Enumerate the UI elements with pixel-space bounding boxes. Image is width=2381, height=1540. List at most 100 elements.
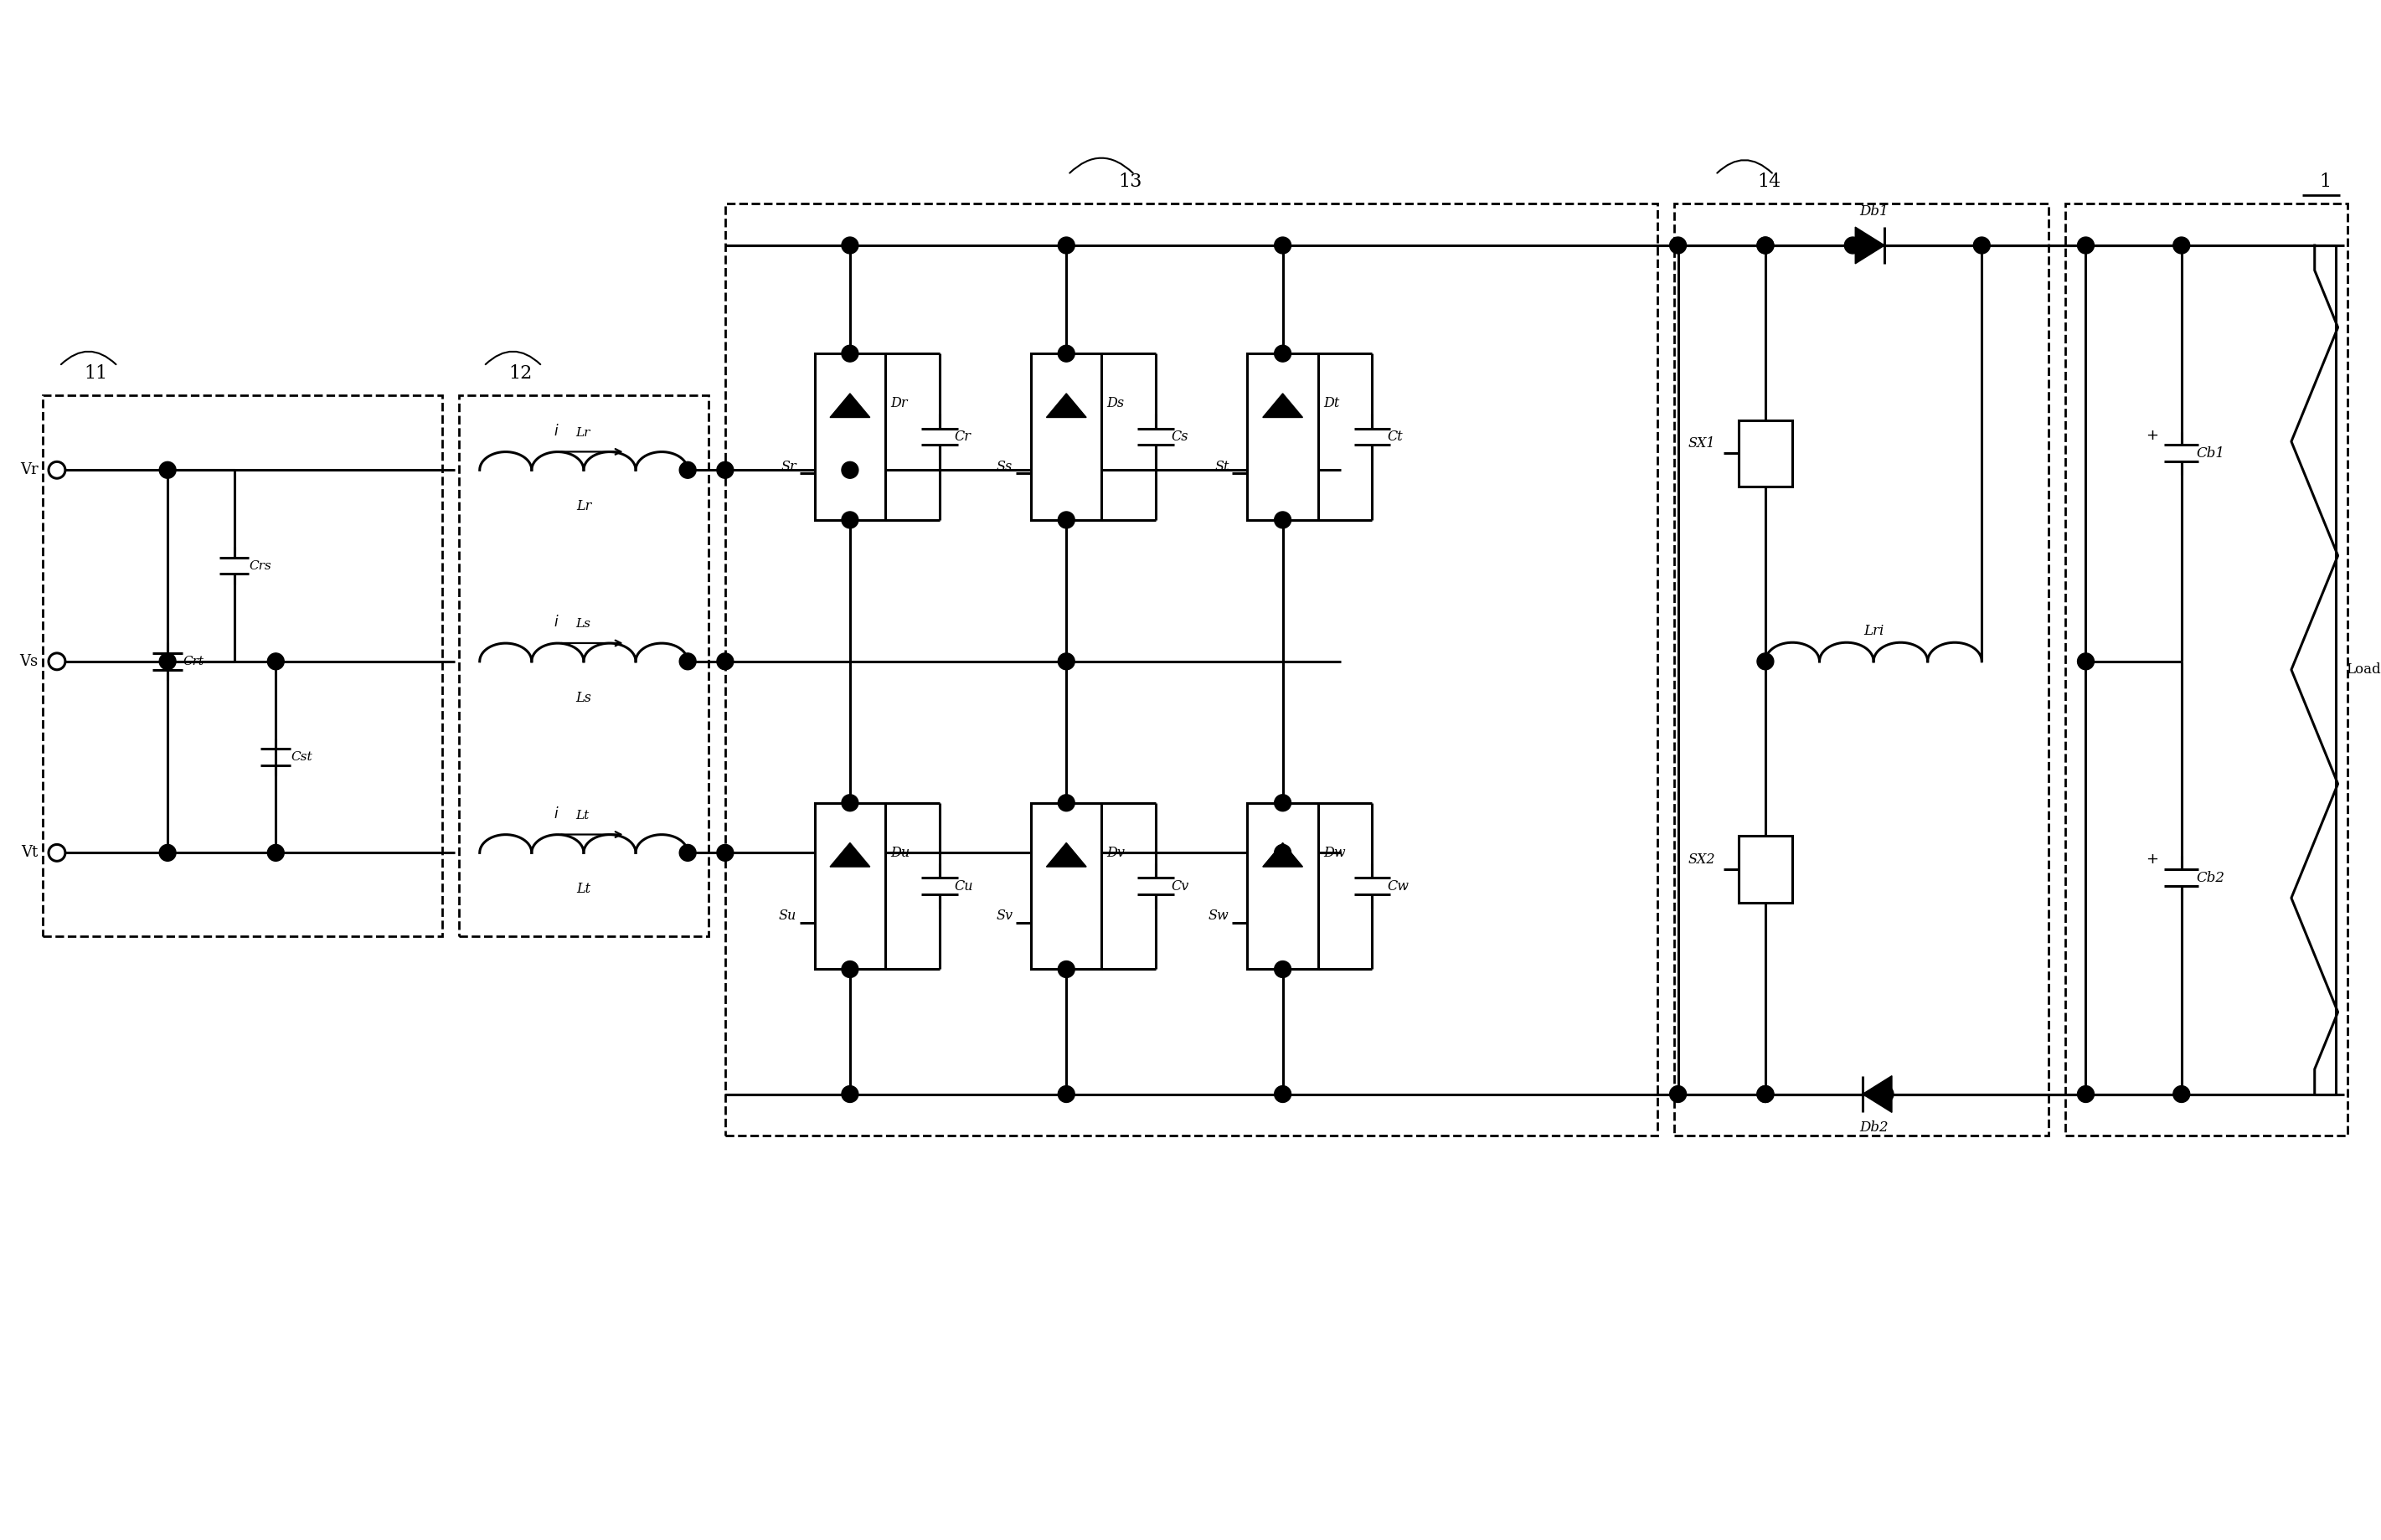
Polygon shape (1045, 394, 1086, 417)
Text: $i$: $i$ (552, 614, 560, 630)
Circle shape (1274, 237, 1291, 254)
Circle shape (1669, 1086, 1686, 1103)
Text: 11: 11 (83, 365, 107, 382)
Text: Dw: Dw (1324, 845, 1345, 859)
Circle shape (717, 462, 733, 479)
Text: Sw: Sw (1207, 909, 1229, 922)
Circle shape (1274, 345, 1291, 362)
Text: +: + (2145, 428, 2157, 442)
Bar (1248, 802, 1319, 969)
Bar (814, 802, 886, 969)
Polygon shape (831, 394, 869, 417)
Text: Ss: Ss (998, 459, 1012, 474)
Text: Vs: Vs (19, 654, 43, 668)
Circle shape (1057, 237, 1074, 254)
Text: Db2: Db2 (1860, 1121, 1888, 1135)
Bar (1248, 354, 1319, 521)
Text: 14: 14 (1757, 172, 1781, 191)
Text: Dt: Dt (1324, 396, 1338, 411)
Circle shape (1057, 511, 1074, 528)
Circle shape (1845, 237, 1862, 254)
Text: Du: Du (890, 845, 910, 859)
Bar (726, 203, 1657, 1135)
Circle shape (1757, 237, 1774, 254)
Circle shape (160, 653, 176, 670)
Text: Ct: Ct (1388, 430, 1402, 444)
Circle shape (1274, 511, 1291, 528)
Circle shape (840, 795, 857, 812)
Circle shape (679, 844, 695, 861)
Circle shape (267, 844, 283, 861)
Circle shape (1876, 1086, 1893, 1103)
Circle shape (1974, 237, 1991, 254)
Bar (1674, 203, 2048, 1135)
Polygon shape (1262, 842, 1302, 867)
Circle shape (840, 961, 857, 978)
Polygon shape (831, 842, 869, 867)
Circle shape (160, 844, 176, 861)
Circle shape (1757, 1086, 1774, 1103)
Text: Su: Su (779, 909, 795, 922)
Text: Sr: Sr (781, 459, 795, 474)
Text: 12: 12 (510, 365, 533, 382)
Text: Cr: Cr (955, 430, 971, 444)
Circle shape (2174, 237, 2191, 254)
Text: Ds: Ds (1107, 396, 1124, 411)
Bar (1738, 836, 1793, 902)
Circle shape (1669, 237, 1686, 254)
Text: Dr: Dr (890, 396, 907, 411)
Text: Lr: Lr (576, 427, 590, 439)
Circle shape (1274, 795, 1291, 812)
Bar (1738, 420, 1793, 487)
Text: Ls: Ls (576, 618, 590, 630)
Text: Ls: Ls (576, 690, 590, 705)
Bar (2064, 203, 2348, 1135)
Text: Lt: Lt (576, 882, 590, 896)
Text: Cst: Cst (290, 752, 312, 762)
Text: Vt: Vt (21, 845, 43, 861)
Circle shape (840, 237, 857, 254)
Text: SX2: SX2 (1688, 852, 1714, 867)
Polygon shape (1045, 842, 1086, 867)
Circle shape (840, 462, 857, 479)
Text: +: + (2145, 852, 2157, 867)
Text: Lr: Lr (576, 499, 590, 513)
Polygon shape (1262, 394, 1302, 417)
Circle shape (1274, 1086, 1291, 1103)
Circle shape (1757, 653, 1774, 670)
Circle shape (1274, 844, 1291, 861)
Text: Cw: Cw (1388, 879, 1410, 893)
Circle shape (679, 462, 695, 479)
Circle shape (717, 844, 733, 861)
Bar (1031, 802, 1102, 969)
Circle shape (1057, 345, 1074, 362)
Text: Load: Load (2345, 662, 2381, 678)
Circle shape (840, 1086, 857, 1103)
Text: Lt: Lt (576, 810, 588, 821)
Circle shape (840, 345, 857, 362)
Circle shape (1757, 237, 1774, 254)
Text: Db1: Db1 (1860, 205, 1888, 219)
Text: Cb1: Cb1 (2195, 447, 2224, 460)
Circle shape (1757, 1086, 1774, 1103)
Text: SX1: SX1 (1688, 436, 1714, 451)
Circle shape (160, 462, 176, 479)
Circle shape (1057, 1086, 1074, 1103)
Circle shape (267, 653, 283, 670)
Text: Dv: Dv (1107, 845, 1126, 859)
Text: Lri: Lri (1864, 624, 1883, 638)
Text: Cs: Cs (1171, 430, 1188, 444)
Bar (814, 354, 886, 521)
Polygon shape (1862, 1076, 1893, 1112)
Bar (460, 396, 710, 936)
Bar (43, 396, 443, 936)
Circle shape (2079, 653, 2095, 670)
Circle shape (2174, 1086, 2191, 1103)
Circle shape (717, 653, 733, 670)
Text: Cb2: Cb2 (2195, 870, 2224, 886)
Text: Cu: Cu (955, 879, 974, 893)
Text: St: St (1214, 459, 1229, 474)
Text: 1: 1 (2319, 172, 2331, 191)
Text: 13: 13 (1119, 172, 1143, 191)
Circle shape (1057, 653, 1074, 670)
